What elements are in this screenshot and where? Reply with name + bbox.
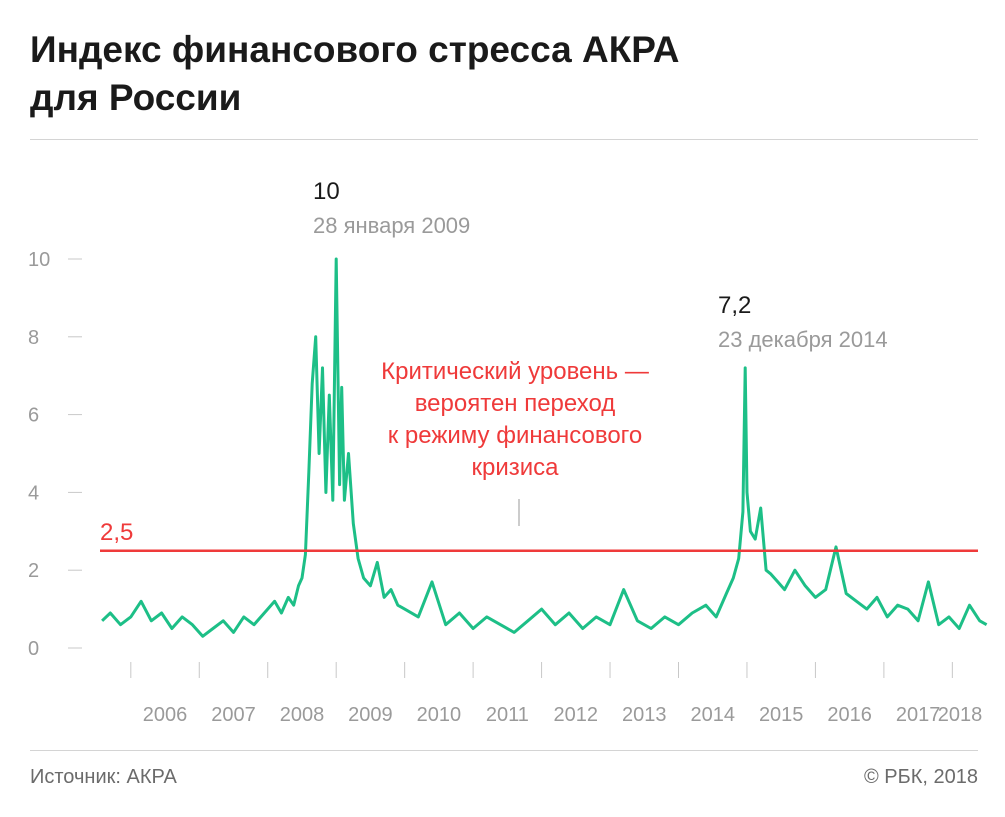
y-tick-label: 6 bbox=[28, 405, 39, 427]
x-tick-label: 2015 bbox=[759, 704, 804, 726]
y-tick-label: 8 bbox=[28, 327, 39, 349]
y-tick-label: 0 bbox=[28, 638, 39, 660]
x-tick-label: 2018 bbox=[938, 704, 983, 726]
x-tick-label: 2014 bbox=[690, 704, 735, 726]
top-divider bbox=[30, 139, 978, 140]
x-tick-label: 2017 bbox=[896, 704, 941, 726]
y-tick-label: 10 bbox=[28, 249, 50, 271]
source-note: Источник: АКРА bbox=[30, 766, 177, 788]
threshold-value-label: 2,5 bbox=[100, 519, 133, 546]
x-tick-label: 2012 bbox=[554, 704, 599, 726]
x-tick-label: 2010 bbox=[417, 704, 462, 726]
threshold-note-line: к режиму финансового bbox=[388, 422, 643, 449]
x-tick-label: 2009 bbox=[348, 704, 393, 726]
y-tick-label: 4 bbox=[28, 482, 39, 504]
x-tick-label: 2016 bbox=[827, 704, 872, 726]
y-tick-label: 2 bbox=[28, 560, 39, 582]
x-tick-label: 2007 bbox=[211, 704, 256, 726]
x-tick-label: 2008 bbox=[280, 704, 325, 726]
peak-date-label: 28 января 2009 bbox=[313, 213, 470, 238]
chart-title-line-2: для России bbox=[30, 77, 242, 118]
peak-date-label: 23 декабря 2014 bbox=[718, 327, 888, 352]
threshold-note-line: вероятен переход bbox=[415, 390, 616, 417]
threshold-note-line: кризиса bbox=[471, 454, 559, 481]
x-tick-label: 2011 bbox=[486, 704, 529, 726]
threshold-note-line: Критический уровень — bbox=[381, 358, 649, 385]
peak-value-label: 10 bbox=[313, 178, 340, 205]
copyright-note: © РБК, 2018 bbox=[863, 766, 978, 788]
stress-index-line bbox=[101, 257, 988, 638]
chart-title: Индекс финансового стресса АКРА для Росс… bbox=[30, 26, 970, 122]
chart-title-line-1: Индекс финансового стресса АКРА bbox=[30, 29, 680, 70]
x-tick-label: 2013 bbox=[622, 704, 667, 726]
bottom-divider bbox=[30, 750, 978, 751]
x-tick-label: 2006 bbox=[143, 704, 188, 726]
peak-value-label: 7,2 bbox=[718, 292, 751, 319]
